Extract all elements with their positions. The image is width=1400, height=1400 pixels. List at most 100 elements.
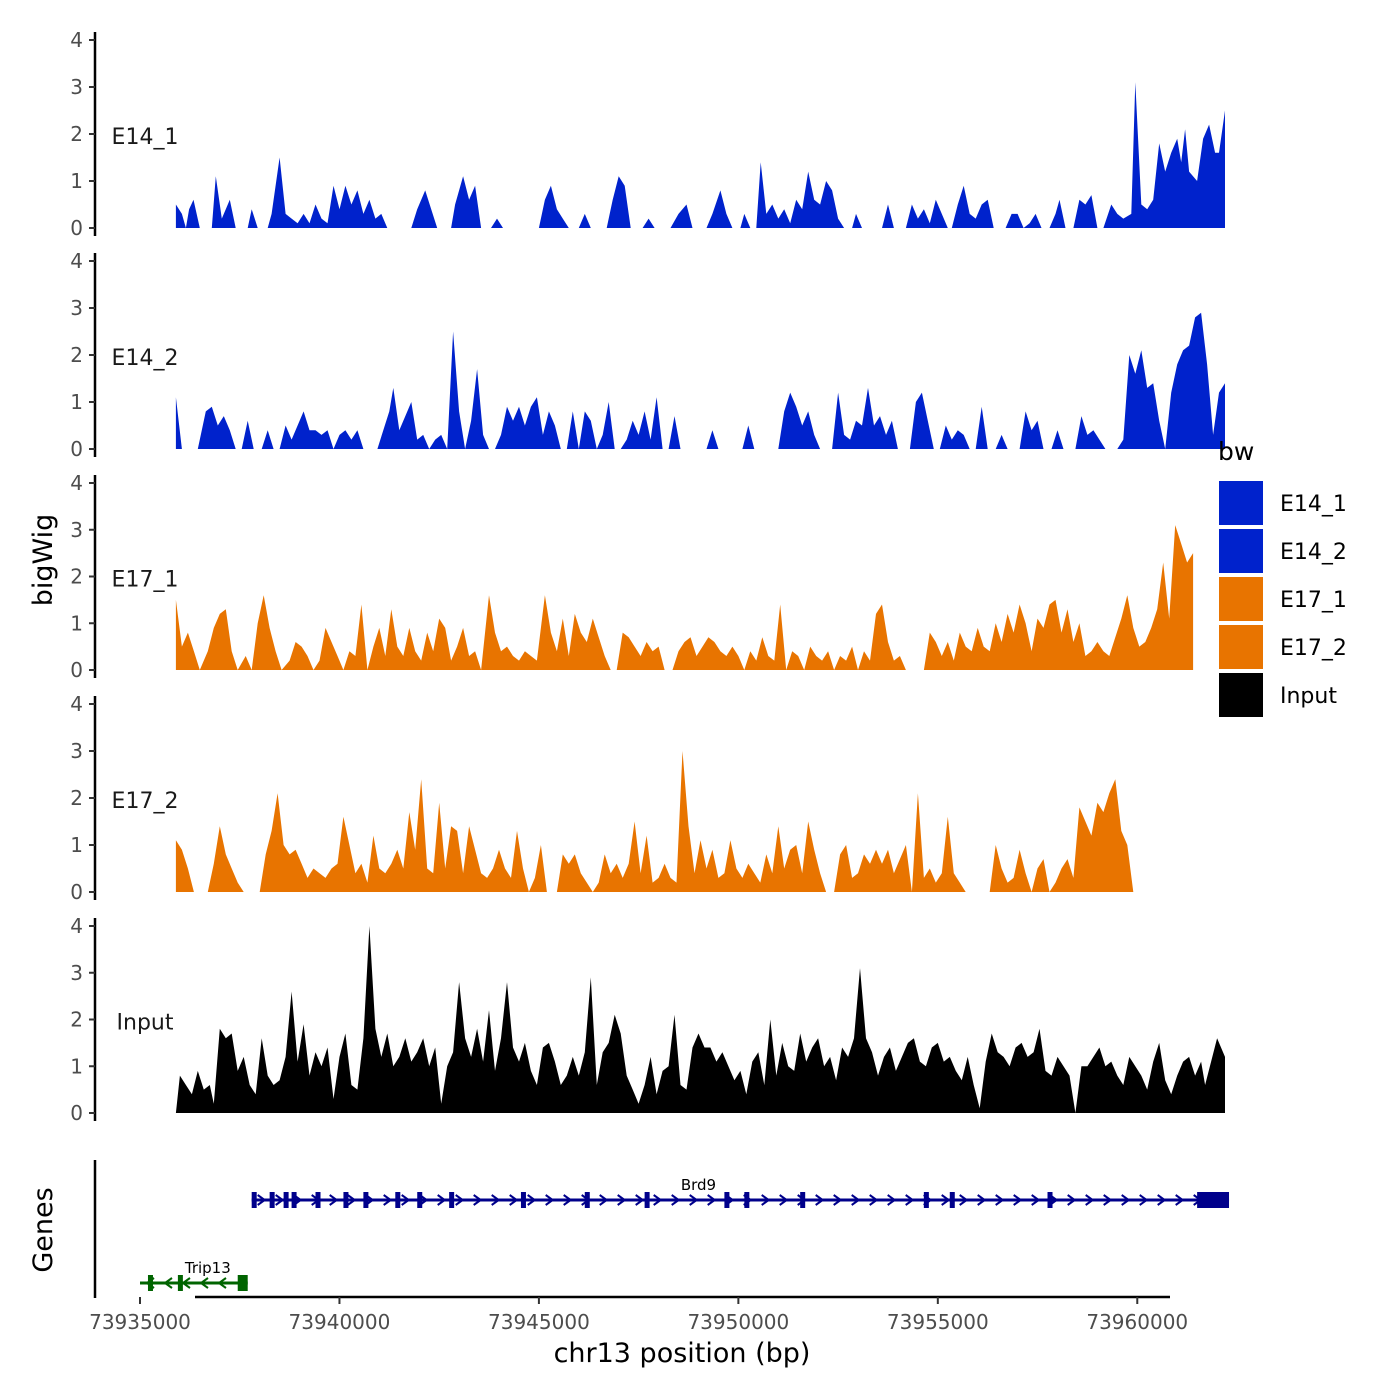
gene-name-label: Trip13 [184, 1259, 231, 1277]
strand-arrow [599, 1194, 609, 1206]
legend-swatch [1217, 623, 1265, 671]
gene-exon [1047, 1192, 1053, 1208]
legend-entry-label: E14_2 [1280, 540, 1347, 565]
strand-arrow [527, 1194, 537, 1206]
legend-entry-label: E14_1 [1280, 492, 1347, 517]
strand-arrow [199, 1277, 209, 1289]
gene-exon [417, 1192, 423, 1208]
gene-exon [269, 1192, 275, 1208]
strand-arrow [905, 1194, 915, 1206]
track-label: E17_1 [112, 568, 179, 593]
strand-arrow [1139, 1194, 1149, 1206]
legend-entry-label: E17_1 [1280, 588, 1347, 613]
legend-swatch [1217, 479, 1265, 527]
gene-trip13: Trip13 [140, 1259, 248, 1291]
x-tick-label: 73955000 [887, 1310, 989, 1334]
gene-exon [923, 1192, 929, 1208]
y-tick-label: 1 [70, 611, 83, 635]
strand-arrow [1085, 1194, 1095, 1206]
y-tick-label: 4 [70, 914, 83, 938]
strand-arrow [1031, 1194, 1041, 1206]
gene-exon [147, 1275, 153, 1291]
track-input: 0 1 2 3 4 Input [70, 914, 1225, 1125]
track-label: Input [117, 1011, 174, 1036]
track-e17-1: 0 1 2 3 4 E17_1 [70, 471, 1194, 682]
strand-arrow [455, 1194, 465, 1206]
signal-area [175, 82, 1225, 228]
gene-brd9: Brd9 [251, 1176, 1230, 1208]
strand-arrow [437, 1194, 447, 1206]
strand-arrow [563, 1194, 573, 1206]
strand-arrow [689, 1194, 699, 1206]
x-axis: 73935000 73940000 73945000 73950000 73955000… [89, 1295, 1188, 1334]
strand-arrow [977, 1194, 987, 1206]
strand-arrow [779, 1194, 789, 1206]
gene-exon [744, 1192, 750, 1208]
gene-exon [283, 1192, 289, 1208]
track-e17-2: 0 1 2 3 4 E17_2 [70, 692, 1134, 904]
track-label: E14_2 [112, 346, 179, 371]
y-tick-label: 4 [70, 28, 83, 52]
legend-entry-label: E17_2 [1280, 636, 1347, 661]
strand-arrow [347, 1194, 357, 1206]
strand-arrow [1157, 1194, 1167, 1206]
y-tick-label: 4 [70, 249, 83, 273]
gene-exon [363, 1192, 369, 1208]
strand-arrow [653, 1194, 663, 1206]
x-tick-label: 73960000 [1086, 1310, 1188, 1334]
strand-arrow [707, 1194, 717, 1206]
y-tick-label: 0 [70, 658, 83, 682]
y-tick-label: 3 [70, 75, 83, 99]
strand-arrow [257, 1194, 267, 1206]
genes-axis-title: Genes [28, 1187, 59, 1272]
track-label: E17_2 [112, 789, 179, 814]
signal-area [175, 926, 1225, 1113]
strand-arrow [851, 1194, 861, 1206]
y-tick-label: 1 [70, 390, 83, 414]
strand-arrow [617, 1194, 627, 1206]
legend-swatch [1217, 575, 1265, 623]
legend: bw E14_1 E14_2 E17_1 E17_2 Input [1217, 437, 1347, 719]
y-tick-label: 0 [70, 880, 83, 904]
gene-exon [343, 1192, 349, 1208]
legend-title: bw [1218, 437, 1254, 466]
x-tick-label: 73935000 [89, 1310, 191, 1334]
strand-arrow [671, 1194, 681, 1206]
strand-arrow [833, 1194, 843, 1206]
legend-swatch [1217, 527, 1265, 575]
gene-exon [800, 1192, 806, 1208]
x-tick-label: 73950000 [687, 1310, 789, 1334]
strand-arrow [509, 1194, 519, 1206]
y-tick-label: 0 [70, 1101, 83, 1125]
strand-arrow [491, 1194, 501, 1206]
track-e14-2: 0 1 2 3 4 E14_2 [70, 249, 1225, 461]
y-tick-label: 4 [70, 692, 83, 716]
strand-arrow [1103, 1194, 1113, 1206]
y-tick-label: 1 [70, 833, 83, 857]
y-tick-label: 2 [70, 565, 83, 589]
signal-tracks: 0 1 2 3 4 E14_1 0 1 2 3 4 E14_2 0 1 2 3 4 E17_1 0 1 2 3 4 E17_2… [70, 28, 1225, 1125]
y-tick-label: 4 [70, 471, 83, 495]
signal-area [175, 525, 1194, 670]
strand-arrow [217, 1277, 227, 1289]
strand-arrow [545, 1194, 555, 1206]
y-tick-label: 3 [70, 296, 83, 320]
gene-exon [315, 1192, 321, 1208]
strand-arrow [941, 1194, 951, 1206]
gene-exon [449, 1192, 455, 1208]
gene-exon [395, 1192, 401, 1208]
gene-exon-large [237, 1275, 248, 1291]
strand-arrow [383, 1194, 393, 1206]
legend-swatch [1217, 671, 1265, 719]
strand-arrow [181, 1277, 191, 1289]
y-tick-label: 3 [70, 961, 83, 985]
strand-arrow [959, 1194, 969, 1206]
y-tick-label: 3 [70, 739, 83, 763]
strand-arrow [995, 1194, 1005, 1206]
y-tick-label: 2 [70, 1008, 83, 1032]
gene-exon [584, 1192, 590, 1208]
y-tick-label: 2 [70, 122, 83, 146]
x-tick-label: 73945000 [488, 1310, 590, 1334]
